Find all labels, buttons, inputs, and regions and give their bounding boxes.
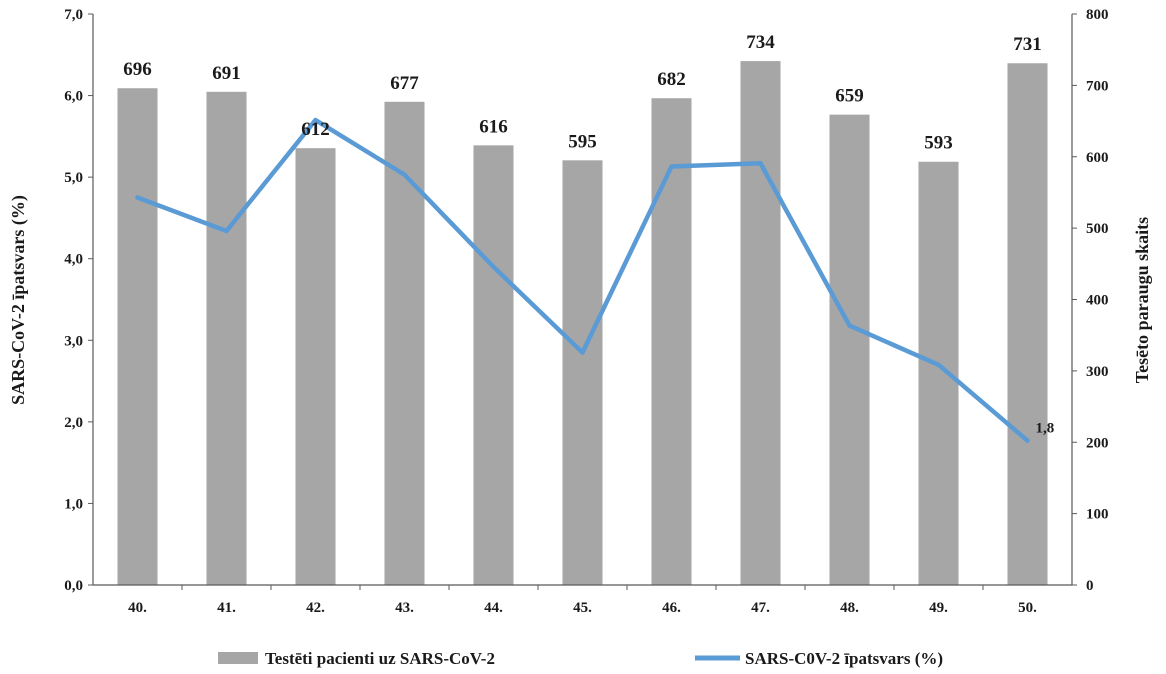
line-point-3: [402, 172, 407, 177]
y-left-tick-label-4: 4,0: [64, 252, 83, 268]
y-right-tick-label-4: 400: [1086, 293, 1109, 309]
y-left-tick-label-3: 3,0: [64, 333, 83, 349]
y-right-tick-label-7: 700: [1086, 78, 1109, 94]
y-left-tick-label-7: 7,0: [64, 7, 83, 23]
bar-2: [295, 148, 336, 585]
x-tick-label-8: 48.: [840, 600, 859, 616]
bar-label-1: 691: [212, 63, 241, 84]
legend: Testēti pacienti uz SARS-CoV-2 SARS-C0V-…: [218, 649, 943, 668]
bar-3: [384, 101, 425, 585]
x-tick-label-2: 42.: [306, 600, 325, 616]
y-right-tick-label-3: 300: [1086, 364, 1109, 380]
y-left-tick-label-6: 6,0: [64, 89, 83, 105]
legend-swatch-bars: [218, 652, 258, 664]
line-layer: 1,8: [135, 117, 1055, 443]
line-point-2: [313, 117, 318, 123]
bar-label-2: 612: [301, 119, 330, 140]
line-point-4: [491, 264, 496, 270]
y-right-tick-label-0: 0: [1086, 578, 1094, 594]
bar-6: [651, 98, 692, 585]
y-right-tick-label-1: 100: [1086, 507, 1109, 523]
bar-labels: 696 691 612 677 616 595 682 734 659 593 731: [123, 32, 1042, 154]
bar-label-5: 595: [568, 131, 597, 152]
bar-label-4: 616: [479, 116, 508, 137]
x-tick-label-4: 44.: [484, 600, 503, 616]
bar-label-3: 677: [390, 73, 419, 94]
line-point-7: [758, 161, 763, 166]
y-left-tick-label-0: 0,0: [64, 578, 83, 594]
bar-label-10: 731: [1013, 34, 1042, 55]
bar-label-9: 593: [924, 133, 953, 154]
y-right-tick-label-2: 200: [1086, 435, 1109, 451]
x-tick-label-6: 46.: [662, 600, 681, 616]
line-point-9: [936, 362, 941, 367]
bar-9: [918, 161, 959, 585]
bar-label-0: 696: [123, 59, 152, 80]
x-tick-label-7: 47.: [751, 600, 770, 616]
bar-8: [829, 114, 870, 586]
y-right-tick-label-6: 600: [1086, 150, 1109, 166]
y-left-axis-title: SARS-CoV-2 īpatsvars (%): [8, 195, 29, 405]
y-right-axis-title: Tesēto paraugu skaits: [1132, 217, 1152, 383]
y-left-tick-label-2: 2,0: [64, 415, 83, 431]
y-left-tick-label-1: 1,0: [64, 496, 83, 512]
line-point-10: [1025, 438, 1030, 443]
line-end-label: 1,8: [1036, 421, 1055, 437]
line-point-0: [135, 195, 140, 200]
x-tick-label-5: 45.: [573, 600, 592, 616]
y-right-tick-label-8: 800: [1086, 7, 1109, 23]
bar-10: [1007, 63, 1048, 585]
bar-4: [473, 145, 514, 585]
bar-label-8: 659: [835, 86, 864, 107]
line-point-6: [669, 164, 674, 169]
legend-label-bars: Testēti pacienti uz SARS-CoV-2: [265, 649, 495, 668]
x-ticks: 40. 41. 42. 43. 44. 45. 46. 47. 48. 49. 50.: [128, 585, 1037, 616]
bar-1: [206, 91, 247, 585]
y-right-tick-label-5: 500: [1086, 221, 1109, 237]
x-tick-label-10: 50.: [1018, 600, 1037, 616]
bar-0: [117, 88, 158, 585]
x-tick-label-0: 40.: [128, 600, 147, 616]
x-tick-label-9: 49.: [929, 600, 948, 616]
line-point-8: [847, 323, 852, 328]
bars-layer: [117, 61, 1048, 586]
bar-7: [740, 61, 781, 586]
bar-label-7: 734: [746, 32, 775, 53]
y-right-ticks: 0 100 200 300 400 500 600 700 800: [1072, 7, 1109, 594]
bar-label-6: 682: [657, 69, 686, 90]
y-left-ticks: 0,0 1,0 2,0 3,0 4,0 5,0 6,0 7,0: [64, 7, 93, 594]
line-point-5: [580, 350, 585, 355]
bar-5: [562, 160, 603, 585]
y-left-tick-label-5: 5,0: [64, 170, 83, 186]
x-tick-label-3: 43.: [395, 600, 414, 616]
x-tick-label-1: 41.: [217, 600, 236, 616]
line-point-1: [224, 228, 229, 234]
legend-label-line: SARS-C0V-2 īpatsvars (%): [745, 649, 943, 668]
